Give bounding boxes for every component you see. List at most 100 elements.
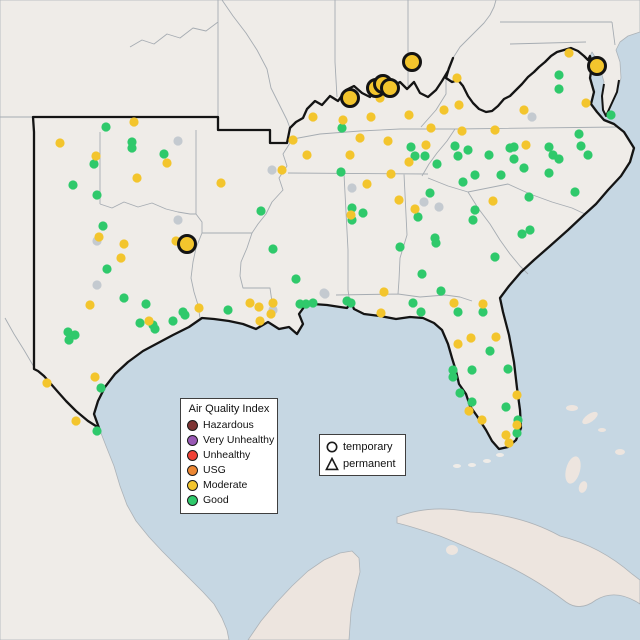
monitor-dot-missing[interactable]	[527, 112, 537, 122]
monitor-dot-good[interactable]	[102, 264, 112, 274]
monitor-dot-missing[interactable]	[419, 197, 429, 207]
monitor-dot-moderate[interactable]	[410, 204, 420, 214]
monitor-dot-good[interactable]	[524, 192, 534, 202]
monitor-dot-good[interactable]	[406, 142, 416, 152]
monitor-dot-moderate[interactable]	[85, 300, 95, 310]
monitor-dot-moderate[interactable]	[55, 138, 65, 148]
monitor-dot-good[interactable]	[101, 122, 111, 132]
monitor-dot-good[interactable]	[468, 215, 478, 225]
monitor-dot-moderate[interactable]	[426, 123, 436, 133]
monitor-dot-good[interactable]	[606, 110, 616, 120]
monitor-dot-good[interactable]	[413, 212, 423, 222]
monitor-dot-moderate[interactable]	[488, 196, 498, 206]
monitor-dot-moderate[interactable]	[376, 308, 386, 318]
monitor-dot-good[interactable]	[408, 298, 418, 308]
monitor-dot-moderate[interactable]	[266, 309, 276, 319]
monitor-dot-good[interactable]	[89, 159, 99, 169]
monitor-dot-good[interactable]	[478, 307, 488, 317]
monitor-dot-good[interactable]	[168, 316, 178, 326]
monitor-dot-moderate[interactable]	[383, 136, 393, 146]
monitor-dot-good[interactable]	[410, 151, 420, 161]
monitor-dot-good[interactable]	[574, 129, 584, 139]
monitor-dot-moderate[interactable]	[501, 430, 511, 440]
monitor-dot-moderate[interactable]	[255, 316, 265, 326]
monitor-dot-good[interactable]	[470, 205, 480, 215]
monitor-dot-moderate[interactable]	[457, 126, 467, 136]
monitor-dot-moderate[interactable]	[129, 117, 139, 127]
monitor-dot-moderate[interactable]	[404, 110, 414, 120]
monitor-dot-moderate-temporary-large[interactable]	[402, 52, 422, 72]
monitor-dot-good[interactable]	[463, 145, 473, 155]
monitor-dot-good[interactable]	[268, 244, 278, 254]
monitor-dot-moderate[interactable]	[90, 372, 100, 382]
monitor-dot-good[interactable]	[301, 299, 311, 309]
monitor-dot-good[interactable]	[68, 180, 78, 190]
monitor-dot-good[interactable]	[501, 402, 511, 412]
monitor-dot-good[interactable]	[570, 187, 580, 197]
monitor-dot-good[interactable]	[544, 168, 554, 178]
monitor-dot-moderate[interactable]	[490, 125, 500, 135]
monitor-dot-good[interactable]	[509, 154, 519, 164]
monitor-dot-moderate[interactable]	[439, 105, 449, 115]
monitor-dot-good[interactable]	[223, 305, 233, 315]
monitor-dot-good[interactable]	[448, 365, 458, 375]
monitor-dot-moderate[interactable]	[116, 253, 126, 263]
monitor-dot-good[interactable]	[92, 190, 102, 200]
monitor-dot-good[interactable]	[583, 150, 593, 160]
monitor-dot-moderate[interactable]	[345, 150, 355, 160]
monitor-dot-good[interactable]	[425, 188, 435, 198]
monitor-dot-good[interactable]	[336, 167, 346, 177]
monitor-dot-missing[interactable]	[347, 183, 357, 193]
monitor-dot-moderate[interactable]	[277, 165, 287, 175]
monitor-dot-good[interactable]	[337, 123, 347, 133]
monitor-dot-missing[interactable]	[434, 202, 444, 212]
monitor-dot-moderate[interactable]	[71, 416, 81, 426]
monitor-dot-moderate-temporary-large[interactable]	[177, 234, 197, 254]
monitor-dot-moderate[interactable]	[386, 169, 396, 179]
monitor-dot-good[interactable]	[420, 151, 430, 161]
monitor-dot-moderate[interactable]	[454, 100, 464, 110]
monitor-dot-good[interactable]	[92, 426, 102, 436]
monitor-dot-moderate[interactable]	[464, 406, 474, 416]
monitor-dot-moderate[interactable]	[404, 157, 414, 167]
monitor-dot-good[interactable]	[554, 154, 564, 164]
monitor-dot-moderate[interactable]	[362, 179, 372, 189]
monitor-dot-good[interactable]	[453, 307, 463, 317]
monitor-dot-missing[interactable]	[173, 136, 183, 146]
monitor-dot-good[interactable]	[576, 141, 586, 151]
monitor-dot-good[interactable]	[417, 269, 427, 279]
monitor-dot-moderate[interactable]	[466, 333, 476, 343]
monitor-dot-good[interactable]	[517, 229, 527, 239]
monitor-dot-moderate[interactable]	[504, 438, 514, 448]
monitor-dot-moderate[interactable]	[421, 140, 431, 150]
monitor-dot-good[interactable]	[431, 238, 441, 248]
monitor-dot-good[interactable]	[416, 307, 426, 317]
monitor-dot-moderate[interactable]	[216, 178, 226, 188]
monitor-dot-moderate[interactable]	[355, 133, 365, 143]
monitor-dot-moderate[interactable]	[477, 415, 487, 425]
monitor-dot-moderate[interactable]	[379, 287, 389, 297]
monitor-dot-good[interactable]	[159, 149, 169, 159]
monitor-dot-good[interactable]	[448, 372, 458, 382]
monitor-dot-good[interactable]	[455, 388, 465, 398]
monitor-dot-moderate[interactable]	[245, 298, 255, 308]
monitor-dot-good[interactable]	[346, 298, 356, 308]
monitor-dot-moderate[interactable]	[478, 299, 488, 309]
monitor-dot-moderate-temporary-large[interactable]	[340, 88, 360, 108]
monitor-dot-good[interactable]	[453, 151, 463, 161]
monitor-dot-good[interactable]	[432, 159, 442, 169]
monitor-dot-moderate[interactable]	[42, 378, 52, 388]
monitor-dot-good[interactable]	[291, 274, 301, 284]
monitor-dot-moderate[interactable]	[254, 302, 264, 312]
monitor-dot-moderate[interactable]	[302, 150, 312, 160]
monitor-dot-moderate[interactable]	[491, 332, 501, 342]
monitor-dot-moderate[interactable]	[338, 115, 348, 125]
monitor-dot-good[interactable]	[436, 286, 446, 296]
monitor-dot-moderate[interactable]	[162, 158, 172, 168]
monitor-dot-moderate[interactable]	[91, 151, 101, 161]
monitor-dot-missing[interactable]	[267, 165, 277, 175]
monitor-dot-moderate[interactable]	[194, 303, 204, 313]
monitor-dot-good[interactable]	[467, 365, 477, 375]
monitor-dot-good[interactable]	[150, 324, 160, 334]
